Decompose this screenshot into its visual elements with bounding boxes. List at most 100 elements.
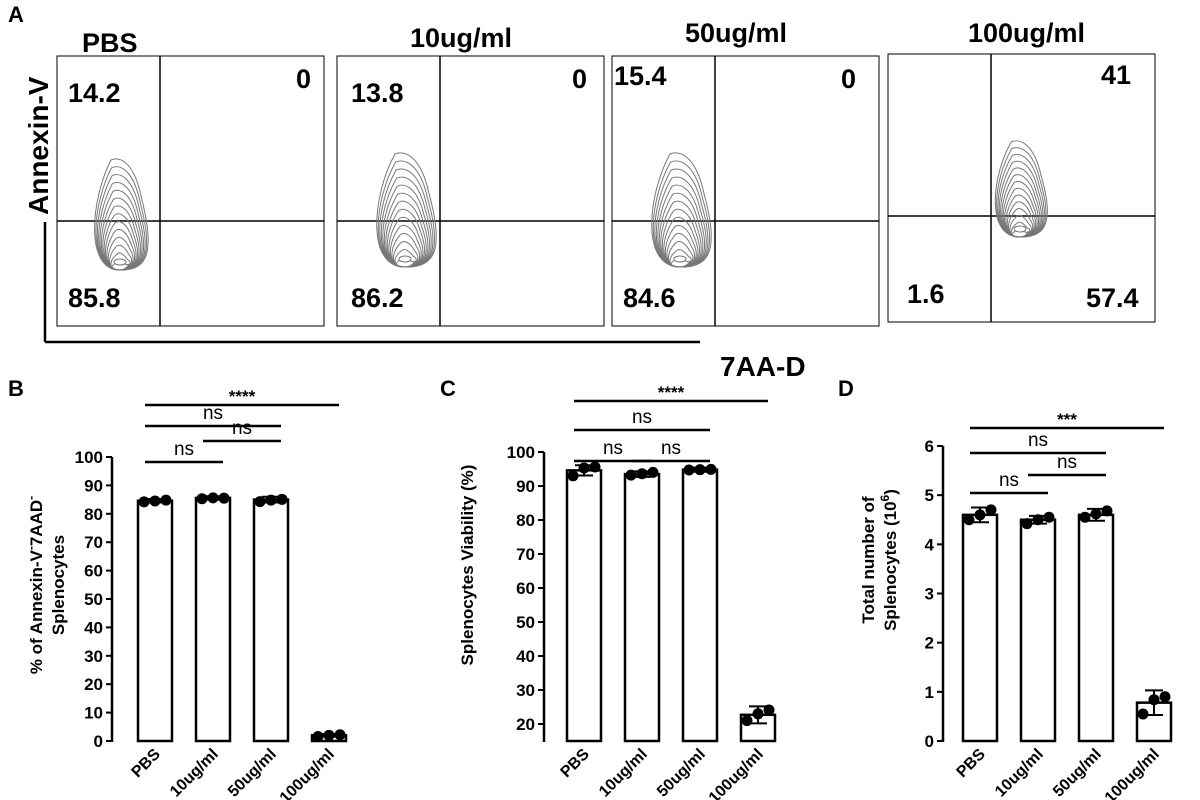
panel-b-ylabel-part2: 7AAD [27,500,46,546]
contour-ring [998,160,1044,238]
contour-density [994,140,1048,238]
contour-ring [103,213,139,271]
data-point [1043,511,1055,523]
flow-plot-title: 50ug/ml [685,18,787,48]
flow-plot-title: PBS [82,28,138,58]
quadrant-upper-left-value: 15.4 [614,61,667,91]
y-tick-label: 60 [84,562,103,581]
contour-density [94,158,149,271]
contour-ring [997,154,1045,238]
contour-ring [663,216,699,268]
data-point [752,708,764,720]
significance-label: ns [203,403,223,424]
bar [565,469,603,743]
panel-c-label: C [440,376,456,401]
y-tick-label: 1 [925,683,934,702]
data-point [334,729,346,741]
y-tick-label: 50 [516,613,535,632]
y-tick-label: 60 [516,579,535,598]
y-tick-label: 80 [516,511,535,530]
data-point [218,492,230,504]
x-category-label: PBS [129,746,165,782]
data-point [578,462,590,474]
data-point [741,715,753,727]
panel-c-chart: 20 30 40 50 60 70 80 90 100 PBS 10ug/ml 50ug/ml100u… [507,383,777,800]
contour-ring [376,152,437,268]
data-point [254,496,266,508]
contour-ring [394,249,417,268]
y-tick-label: 50 [84,590,103,609]
significance-label: ns [1057,452,1077,473]
significance-label: ns [1028,430,1048,451]
data-point [1159,691,1171,703]
contour-ring [386,208,426,268]
panel-b-ylabel-sup2: - [24,496,38,500]
significance-label: ns [174,439,194,460]
y-tick-label: 30 [84,647,103,666]
contour-ring [658,192,704,268]
contour-density [376,152,437,268]
y-tick-label: 100 [75,448,103,467]
panel-b-y-axis-label-line1: % of Annexin-V-7AAD- [24,496,46,674]
flow-plot-frame [887,53,1156,323]
contour-ring [389,224,422,268]
data-point [589,461,601,473]
contour-ring [110,252,131,271]
y-tick-label: 10 [84,704,103,723]
y-tick-label: 70 [84,533,103,552]
x-category-label: 100ug/ml [1102,746,1163,800]
contour-ring [388,216,424,268]
quadrant-upper-right-value: 41 [1101,60,1131,90]
bar [623,472,661,743]
contour-ring [660,200,702,268]
significance-label: ns [232,418,252,439]
panel-d-y-axis-label-line2: Splenocytes (106) [878,489,900,631]
contour-ring [1006,201,1035,238]
y-tick-label: 0 [925,732,934,751]
y-tick-label: 20 [516,715,535,734]
data-point [1021,518,1033,530]
flow-plot-frame [56,55,325,327]
contour-ring [667,241,694,268]
data-point [207,492,219,504]
x-category-label: PBS [954,746,990,782]
flow-plot-frame [611,55,880,327]
x-category-label: PBS [558,746,594,782]
contour-ring [996,147,1047,238]
data-point [647,466,659,478]
panel-b-chart: 0 10 20 30 40 50 60 70 80 90 100 PBS 10ug/ml 50ug/ml1… [75,387,348,800]
data-point [138,496,150,508]
contour-ring [1008,208,1034,238]
panel-c-y-axis-label: Splenocytes Viability (%) [458,465,477,666]
significance-label: **** [658,383,685,402]
quadrant-upper-left-value: 14.2 [68,78,121,108]
contour-ring [95,166,148,271]
quadrant-lower-left-value: 1.6 [907,279,945,309]
y-tick-label: 4 [925,535,935,554]
panel-d-label: D [838,376,854,401]
data-point [1148,694,1160,706]
flow-plot-pbs: PBS 14.2 0 85.8 [56,28,325,327]
contour-ring [651,152,712,268]
contour-ring [664,224,697,268]
x-category-label: 10ug/ml [596,746,651,800]
quadrant-upper-right-value: 0 [841,64,856,94]
y-tick-label: 6 [925,437,934,456]
data-point [1101,505,1113,517]
contour-ring [654,168,709,268]
y-tick-label: 90 [84,476,103,495]
y-tick-label: 80 [84,505,103,524]
contour-peak [113,258,127,266]
panel-b-ylabel-part1: % of Annexin-V [27,549,46,674]
quadrant-upper-right-value: 0 [572,64,587,94]
data-point [974,509,986,521]
panel-d-y-axis-label-line1: Total number of [859,496,878,624]
contour-ring [1004,187,1038,238]
y-tick-label: 0 [94,732,103,751]
contour-ring [1010,221,1031,238]
bar [1077,513,1115,743]
x-category-label: 10ug/ml [992,746,1047,800]
contour-ring [1000,167,1042,238]
y-tick-label: 90 [516,477,535,496]
quadrant-upper-right-value: 0 [296,64,311,94]
